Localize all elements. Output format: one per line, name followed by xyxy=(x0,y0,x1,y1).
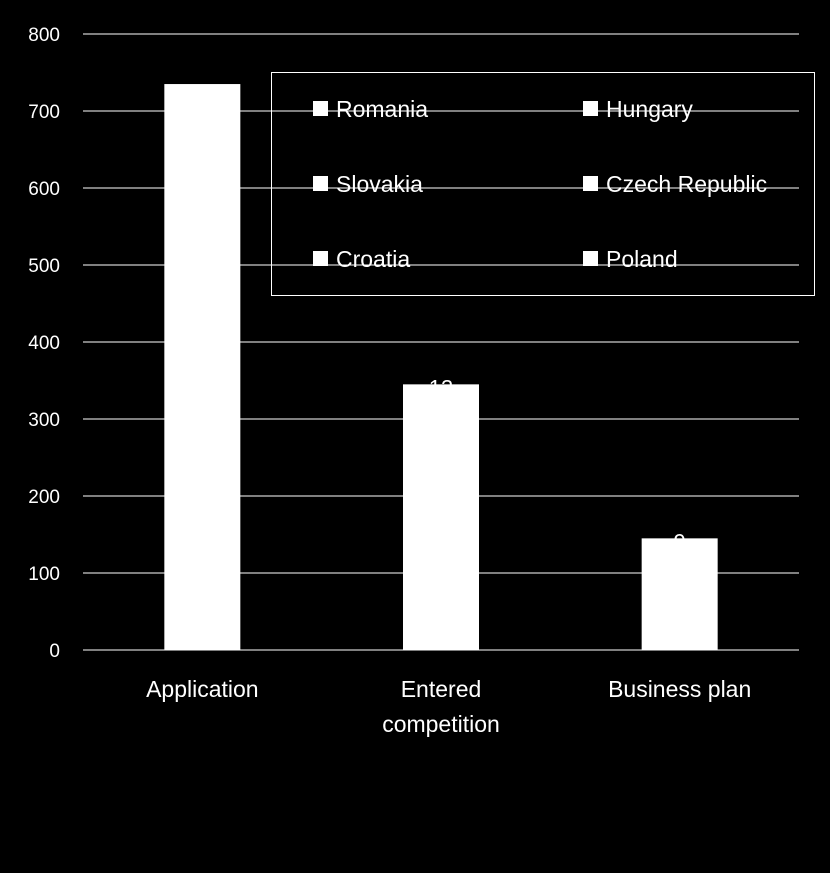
y-axis-tick-labels: 0 100 200 300 400 500 600 700 800 xyxy=(28,25,60,662)
legend-entry: Czech Republic xyxy=(606,171,767,197)
data-label: 13 xyxy=(429,375,453,400)
legend-swatch xyxy=(313,101,328,116)
y-tick-label: 100 xyxy=(28,564,60,585)
legend-entry: Romania xyxy=(336,96,428,122)
data-labels: 13 9 xyxy=(429,375,686,554)
x-tick-label-line: competition xyxy=(382,711,500,737)
legend-swatch xyxy=(583,176,598,191)
legend-swatch xyxy=(583,251,598,266)
x-tick-label: Application xyxy=(146,676,259,702)
legend-entry: Slovakia xyxy=(336,171,423,197)
legend-entry: Croatia xyxy=(336,246,410,272)
x-tick-label-line: Application xyxy=(146,676,259,702)
data-label: 9 xyxy=(674,529,686,554)
bar xyxy=(403,384,479,650)
bar xyxy=(641,538,718,650)
legend-entry: Hungary xyxy=(606,96,693,122)
y-tick-label: 500 xyxy=(28,256,60,277)
legend-swatch xyxy=(313,176,328,191)
x-tick-label-line: Entered xyxy=(401,676,482,702)
y-tick-label: 0 xyxy=(49,641,60,662)
legend-entry: Poland xyxy=(606,246,678,272)
x-tick-label-line: Business plan xyxy=(608,676,751,702)
x-axis-tick-labels: Application Entered competition Business pl… xyxy=(146,676,751,737)
bars xyxy=(164,84,718,651)
y-tick-label: 200 xyxy=(28,487,60,508)
y-tick-label: 800 xyxy=(28,25,60,46)
legend-swatch xyxy=(313,251,328,266)
y-tick-label: 700 xyxy=(28,102,60,123)
legend: Romania Hungary Slovakia Czech Republic Croa… xyxy=(271,72,815,296)
y-tick-label: 400 xyxy=(28,333,60,354)
y-tick-label: 300 xyxy=(28,410,60,431)
x-tick-label: Entered competition xyxy=(382,676,500,737)
x-tick-label: Business plan xyxy=(608,676,751,702)
legend-frame xyxy=(271,72,815,296)
y-tick-label: 600 xyxy=(28,179,60,200)
legend-swatch xyxy=(583,101,598,116)
bar xyxy=(164,84,241,651)
